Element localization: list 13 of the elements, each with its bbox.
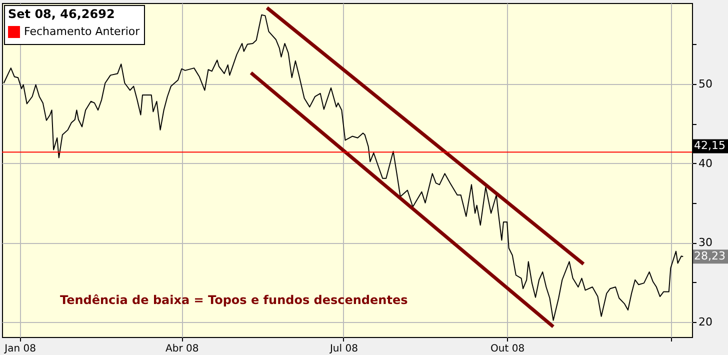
- annotation: Tendência de baixa = Topos e fundos descendentes: [60, 293, 408, 307]
- y-tick-label: 20: [698, 315, 712, 328]
- x-tick-label: Jan 08: [4, 344, 36, 354]
- annotation: 42,15: [694, 139, 726, 152]
- legend-title: Set 08, 46,2692: [8, 7, 115, 21]
- legend-label: Fechamento Anterior: [24, 25, 140, 38]
- y-tick-label: 50: [698, 77, 712, 90]
- x-tick-label: Out 08: [490, 344, 525, 354]
- y-tick-label: 30: [698, 236, 712, 250]
- annotation: 28,23: [694, 250, 726, 263]
- x-tick-label: Jul 08: [328, 344, 358, 354]
- x-tick-label: Abr 08: [166, 344, 199, 354]
- y-tick-label: 40: [698, 156, 712, 170]
